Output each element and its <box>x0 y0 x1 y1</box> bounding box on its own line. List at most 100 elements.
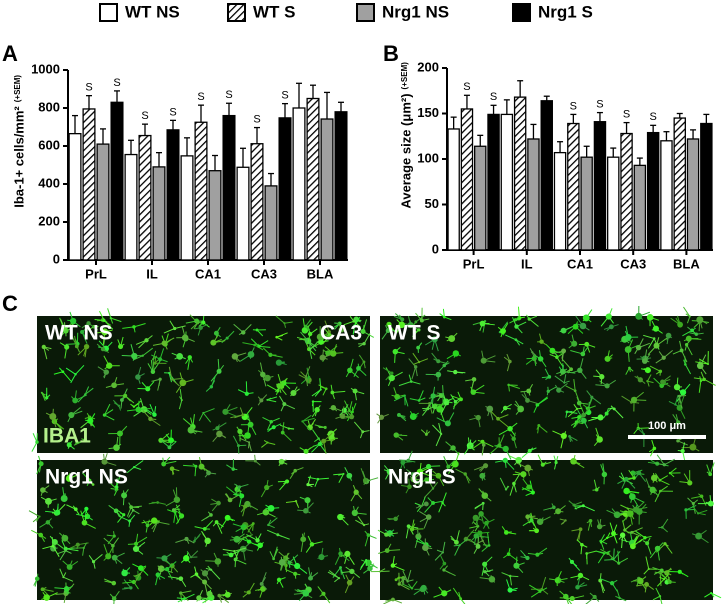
microglia-process <box>410 321 417 328</box>
microglia-process <box>167 509 176 513</box>
microglia-process <box>575 315 584 327</box>
microglia-process <box>618 475 625 481</box>
microglia-process <box>405 486 410 494</box>
microglia-process <box>568 436 572 442</box>
microglia-process <box>88 555 94 562</box>
microglia-process <box>533 404 538 413</box>
microglia-process <box>285 565 287 573</box>
bar <box>580 156 593 251</box>
microglia-process <box>126 409 139 412</box>
microglia-process <box>212 433 220 443</box>
microglia-process <box>32 516 40 523</box>
microglia-process <box>633 428 639 435</box>
microglia-process <box>294 573 297 579</box>
microglia-process <box>133 460 144 468</box>
microglia-process <box>443 420 449 424</box>
microglia-process <box>646 543 652 555</box>
bar <box>487 113 500 251</box>
microglia-process <box>236 426 241 432</box>
bar <box>264 185 278 261</box>
bar <box>152 166 166 261</box>
microglia-process <box>226 486 237 495</box>
microglia-process <box>582 346 585 355</box>
microglia-cell <box>646 314 654 321</box>
microglia-process <box>281 461 288 465</box>
microglia-process <box>102 337 106 350</box>
microglia-process <box>537 397 549 406</box>
microglia-process <box>401 324 407 328</box>
microglia-process <box>505 407 511 410</box>
microglia-process <box>575 326 584 334</box>
microglia-process <box>135 536 148 545</box>
microglia-process <box>190 429 203 433</box>
microglia-process <box>28 510 40 517</box>
micrograph-cells <box>370 450 722 604</box>
microglia-process <box>652 489 660 497</box>
microglia-process <box>418 358 429 363</box>
microglia-process <box>296 565 308 574</box>
microglia-process <box>238 495 243 507</box>
bar <box>633 164 647 251</box>
microglia-process <box>226 330 235 339</box>
microglia-process <box>381 413 389 418</box>
bar <box>540 100 553 251</box>
microglia-process <box>576 396 580 404</box>
microglia-process <box>446 352 457 360</box>
microglia-process <box>267 442 276 446</box>
microglia-process <box>381 330 389 340</box>
microglia-process <box>418 397 426 401</box>
microglia-process <box>674 394 679 405</box>
microglia-process <box>104 365 110 370</box>
microglia-process <box>126 507 132 517</box>
microglia-process <box>571 528 581 532</box>
microglia-process <box>505 485 510 490</box>
microglia-process <box>64 346 68 359</box>
microglia-process <box>487 408 491 417</box>
microglia-process <box>677 440 688 446</box>
microglia-process <box>319 593 324 597</box>
microglia-process <box>113 377 118 386</box>
microglia-process <box>516 562 525 567</box>
microglia-process <box>307 476 319 480</box>
microglia-process <box>84 512 89 523</box>
y-tick-label: 150 <box>417 105 439 120</box>
microglia-process <box>439 563 445 570</box>
microglia-process <box>384 529 391 534</box>
microglia-process <box>533 354 541 360</box>
microglia-cell <box>696 316 704 324</box>
microglia-process <box>409 476 414 480</box>
microglia-process <box>64 537 71 545</box>
microglia-process <box>267 399 277 403</box>
microglia-process <box>168 366 173 380</box>
microglia-process <box>593 375 602 378</box>
microglia-process <box>638 342 650 349</box>
microglia-process <box>591 396 602 405</box>
microglia-process <box>684 344 688 351</box>
microglia-process <box>324 346 334 354</box>
microglia-process <box>522 519 532 527</box>
microglia-process <box>640 379 646 384</box>
microglia-process <box>305 510 311 514</box>
microglia-process <box>41 392 46 396</box>
microglia-process <box>704 592 712 598</box>
microglia-process <box>145 525 148 533</box>
microglia-process <box>46 592 58 599</box>
microglia-process <box>346 553 355 565</box>
microglia-process <box>197 327 202 336</box>
microglia-process <box>344 410 349 417</box>
microglia-process <box>451 332 458 339</box>
microglia-process <box>659 596 663 604</box>
microglia-process <box>235 486 240 494</box>
microglia-process <box>473 521 479 527</box>
bar <box>686 138 700 251</box>
microglia-process <box>627 507 634 510</box>
microglia-process <box>236 533 245 540</box>
microglia-process <box>66 588 69 595</box>
microglia-process <box>699 354 707 366</box>
microglia-process <box>536 425 540 430</box>
microglia-process <box>567 326 576 335</box>
microglia-process <box>135 339 147 345</box>
microglia-process <box>599 537 608 544</box>
microglia-process <box>157 565 162 570</box>
microglia-process <box>62 560 70 568</box>
